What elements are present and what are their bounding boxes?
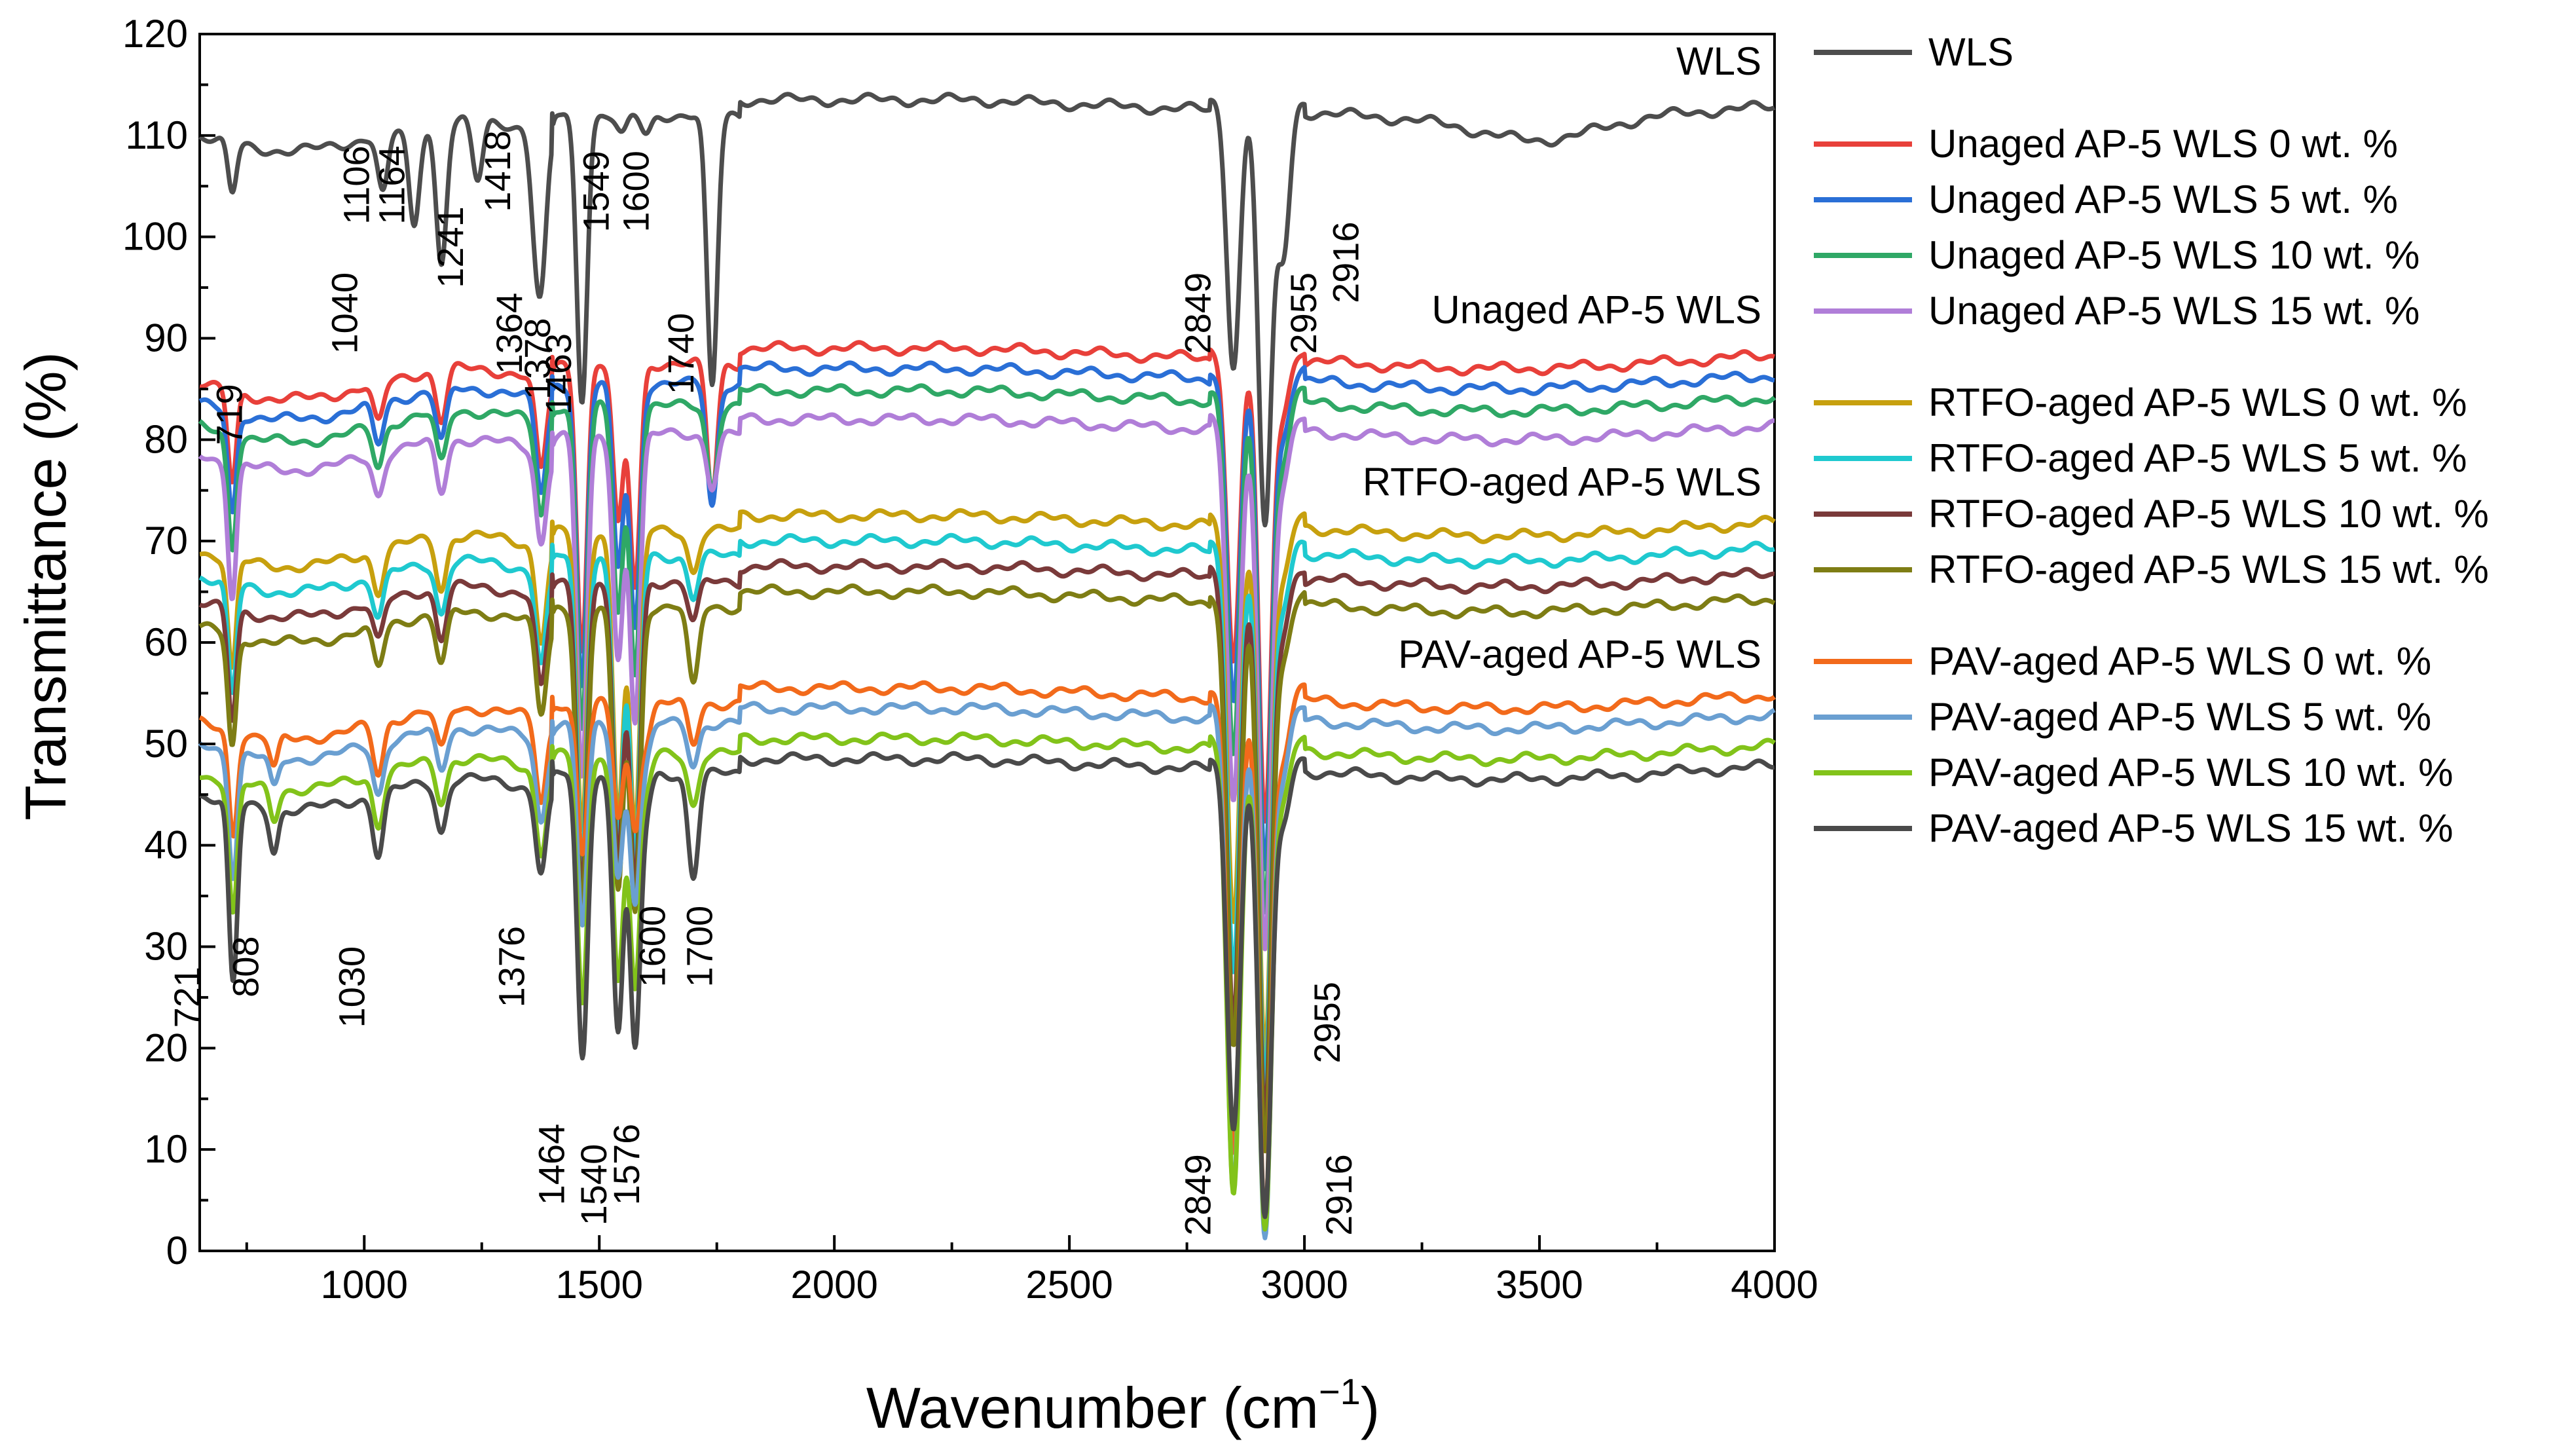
peak-label: 1700 xyxy=(679,906,720,988)
x-axis-title-sup: −1 xyxy=(1319,1371,1361,1412)
legend-entry: RTFO-aged AP-5 WLS 5 wt. % xyxy=(1928,436,2467,480)
series-line xyxy=(198,701,1776,1240)
peak-label: 1378 xyxy=(517,318,558,400)
series-line xyxy=(198,508,1776,1060)
legend-entry: Unaged AP-5 WLS 15 wt. % xyxy=(1928,289,2420,333)
group-label: PAV-aged AP-5 WLS xyxy=(1398,633,1761,677)
x-tick-label: 4000 xyxy=(1731,1263,1818,1307)
series-line xyxy=(198,92,1776,528)
peak-label: 1364 xyxy=(488,293,530,375)
peak-label: 2849 xyxy=(1177,1154,1219,1236)
x-tick-label: 2000 xyxy=(790,1263,877,1307)
peak-label: 1106 xyxy=(335,145,377,224)
peak-label: 808 xyxy=(225,936,267,997)
axis-layer: 1000 1500 2000 2500 3000 3500 4000 0 10 20 30 40 50 6… xyxy=(122,12,1818,1307)
y-tick-label: 90 xyxy=(144,316,188,360)
peak-label: 1600 xyxy=(632,906,673,988)
peak-label: 1740 xyxy=(660,313,701,395)
legend-entry: Unaged AP-5 WLS 5 wt. % xyxy=(1928,177,2398,221)
peak-label: 1164 xyxy=(371,145,412,224)
x-tick-label: 3500 xyxy=(1496,1263,1583,1307)
series-line xyxy=(198,558,1776,1122)
legend-entry: RTFO-aged AP-5 WLS 10 wt. % xyxy=(1928,492,2489,536)
y-tick-label: 60 xyxy=(144,620,188,664)
peak-label: 2916 xyxy=(1318,1154,1359,1236)
y-tick-label: 10 xyxy=(144,1127,188,1171)
group-label: RTFO-aged AP-5 WLS xyxy=(1363,460,1761,504)
series-line xyxy=(198,680,1776,1223)
y-tick-label: 20 xyxy=(144,1026,188,1069)
x-axis-title-text: Wavenumber (cm xyxy=(866,1375,1319,1440)
y-tick-label: 110 xyxy=(125,113,188,157)
series-line xyxy=(198,360,1776,872)
peak-label: 1464 xyxy=(530,1124,572,1206)
y-tick-label: 0 xyxy=(166,1229,188,1273)
y-tick-label: 70 xyxy=(144,519,188,563)
legend-entry: PAV-aged AP-5 WLS 15 wt. % xyxy=(1928,806,2454,850)
peak-label: 1576 xyxy=(606,1124,647,1206)
series-line xyxy=(198,731,1776,1232)
peak-label: 1540 xyxy=(573,1144,614,1226)
legend-entry: Unaged AP-5 WLS 10 wt. % xyxy=(1928,233,2420,277)
peak-label: 2955 xyxy=(1283,272,1324,354)
x-tick-label: 2500 xyxy=(1025,1263,1113,1307)
series-line xyxy=(198,412,1776,952)
y-tick-label: 80 xyxy=(144,417,188,461)
peak-label: 1600 xyxy=(616,151,657,232)
peak-label: 1418 xyxy=(477,130,518,212)
peak-label: 2849 xyxy=(1177,272,1219,354)
x-tick-label: 1000 xyxy=(321,1263,408,1307)
peak-label: 1040 xyxy=(324,272,365,354)
peak-label: 1463 xyxy=(538,333,579,415)
x-axis-title-close: ) xyxy=(1361,1375,1380,1440)
legend-entry: PAV-aged AP-5 WLS 5 wt. % xyxy=(1928,695,2431,739)
peak-label: 2916 xyxy=(1325,221,1367,303)
group-label: Unaged AP-5 WLS xyxy=(1431,288,1761,331)
y-tick-label: 50 xyxy=(144,722,188,766)
series-line xyxy=(198,751,1776,1219)
annotation-layer: 7191040110611641241141813641378146315491… xyxy=(166,130,1367,1236)
y-axis-title: Transmittance (%) xyxy=(13,352,78,821)
y-tick-label: 120 xyxy=(122,12,188,56)
x-tick-label: 3000 xyxy=(1260,1263,1348,1307)
y-tick-label: 40 xyxy=(144,823,188,867)
peak-label: 1241 xyxy=(430,206,471,288)
group-label-layer: WLS Unaged AP-5 WLS RTFO-aged AP-5 WLS PAV-… xyxy=(1363,39,1761,677)
peak-label: 2955 xyxy=(1306,982,1348,1064)
legend-entry: WLS xyxy=(1928,30,2014,74)
legend-entry: RTFO-aged AP-5 WLS 0 wt. % xyxy=(1928,381,2467,424)
peak-label: 1549 xyxy=(576,151,617,232)
peak-label: 719 xyxy=(209,384,250,445)
series-layer xyxy=(198,92,1776,1240)
legend-entry: RTFO-aged AP-5 WLS 15 wt. % xyxy=(1928,548,2489,591)
series-line xyxy=(198,532,1776,1090)
legend: WLS Unaged AP-5 WLS 0 wt. % Unaged AP-5 WL… xyxy=(1814,30,2489,850)
peak-label: 1376 xyxy=(490,926,532,1008)
legend-entry: PAV-aged AP-5 WLS 10 wt. % xyxy=(1928,751,2454,794)
series-line xyxy=(198,340,1776,824)
legend-entry: Unaged AP-5 WLS 0 wt. % xyxy=(1928,122,2398,166)
x-tick-label: 1500 xyxy=(555,1263,642,1307)
series-line xyxy=(198,583,1776,1153)
group-label: WLS xyxy=(1676,39,1761,83)
y-tick-label: 100 xyxy=(122,215,188,259)
legend-entry: PAV-aged AP-5 WLS 0 wt. % xyxy=(1928,639,2431,683)
peak-label: 1030 xyxy=(331,946,372,1028)
series-line xyxy=(198,383,1776,915)
y-tick-label: 30 xyxy=(144,925,188,969)
x-axis-title: Wavenumber (cm−1) xyxy=(866,1371,1380,1440)
